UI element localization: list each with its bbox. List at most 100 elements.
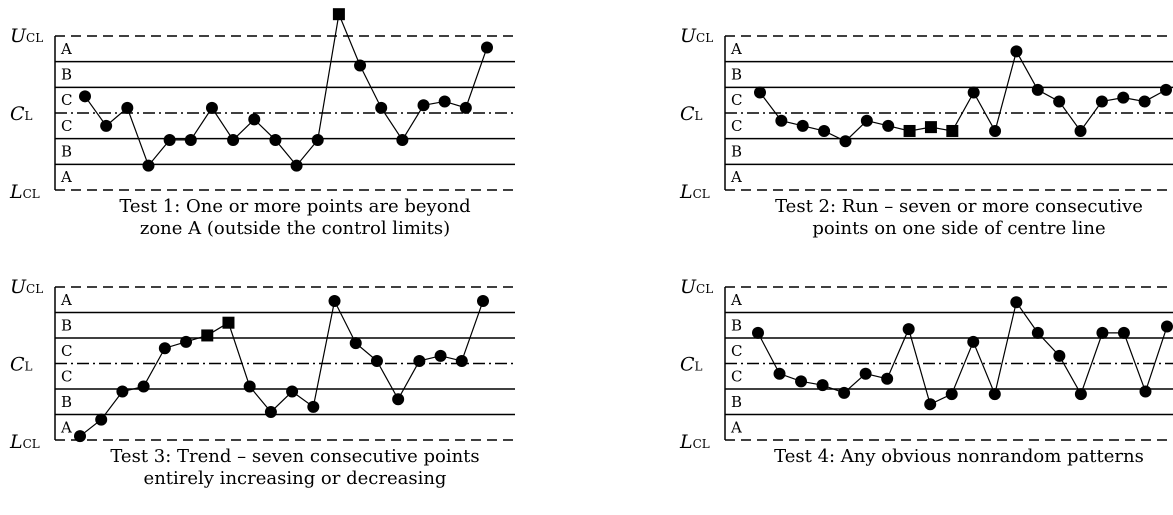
data-point [477, 295, 489, 308]
data-point [438, 95, 451, 108]
data-point [434, 349, 447, 362]
data-point [248, 113, 261, 126]
data-point [375, 101, 388, 114]
data-point [1161, 320, 1173, 333]
zone-label: A [60, 291, 72, 309]
data-point [243, 380, 256, 393]
data-point [1138, 95, 1151, 108]
data-point [988, 388, 1001, 401]
data-point [286, 385, 299, 398]
data-point [311, 133, 324, 146]
data-point [859, 367, 872, 380]
flagged-point [903, 124, 916, 137]
data-point [269, 133, 282, 146]
data-point [455, 354, 468, 367]
data-point [137, 380, 150, 393]
zone-label: A [60, 168, 72, 186]
data-point [1096, 326, 1109, 339]
data-point [264, 405, 277, 418]
data-point [881, 372, 894, 385]
data-point [121, 101, 134, 114]
data-point [290, 159, 303, 172]
zone-label: B [731, 143, 742, 161]
data-point [95, 413, 108, 426]
zone-label: A [730, 291, 742, 309]
zone-label: C [731, 117, 742, 135]
data-point [413, 354, 426, 367]
chart-caption: Test 1: One or more points are beyond [119, 196, 470, 217]
data-point [205, 101, 218, 114]
zone-label: B [61, 143, 72, 161]
zone-label: C [731, 367, 742, 385]
zone-label: C [61, 367, 72, 385]
data-point [392, 393, 405, 406]
data-point [1031, 326, 1044, 339]
zone-label: B [731, 316, 742, 334]
zone-label: C [61, 342, 72, 360]
flagged-point [924, 121, 937, 134]
ucl-label: UCL [680, 276, 713, 298]
zone-label: B [731, 66, 742, 84]
data-point [796, 119, 809, 132]
data-point [158, 342, 171, 355]
data-point [860, 114, 873, 127]
data-point [775, 114, 788, 127]
data-point [924, 398, 937, 411]
data-point [1010, 45, 1023, 58]
zone-label: A [730, 418, 742, 436]
data-point [1053, 95, 1066, 108]
data-point [989, 124, 1002, 137]
zone-label: C [731, 91, 742, 109]
data-point [163, 133, 176, 146]
cl-label: CL [680, 354, 703, 376]
data-point [184, 133, 197, 146]
series-line [84, 12, 488, 167]
zone-label: B [731, 393, 742, 411]
data-point [773, 367, 786, 380]
ucl-label: UCL [680, 25, 713, 47]
data-point [1117, 326, 1130, 339]
data-point [795, 375, 808, 388]
data-point [1139, 385, 1152, 398]
data-point [754, 86, 766, 99]
data-point [307, 400, 320, 413]
cl-label: CL [680, 103, 703, 125]
flagged-point [222, 316, 235, 329]
data-point [839, 135, 852, 148]
zone-label: C [61, 117, 72, 135]
lcl-label: LCL [9, 181, 40, 203]
data-point [354, 59, 367, 72]
zone-label: B [61, 316, 72, 334]
data-point [818, 124, 831, 137]
data-point [1031, 83, 1044, 96]
data-point [1053, 349, 1066, 362]
zone-label: B [61, 393, 72, 411]
zone-label: C [61, 91, 72, 109]
cl-label: CL [10, 354, 33, 376]
lcl-label: LCL [679, 431, 710, 453]
data-point [481, 41, 493, 54]
lcl-label: LCL [9, 431, 40, 453]
chart-caption: Test 4: Any obvious nonrandom patterns [774, 446, 1144, 467]
series-line [79, 299, 484, 437]
flagged-point [946, 124, 959, 137]
data-point [1095, 95, 1108, 108]
data-point [752, 326, 764, 339]
data-point [417, 99, 430, 112]
data-point [459, 101, 472, 114]
data-point [1160, 83, 1172, 96]
chart-caption: points on one side of centre line [812, 218, 1105, 239]
flagged-point [201, 329, 214, 342]
data-point [1010, 296, 1023, 309]
data-point [227, 133, 240, 146]
chart-caption: entirely increasing or decreasing [144, 468, 447, 489]
ucl-label: UCL [10, 276, 43, 298]
zone-label: A [730, 168, 742, 186]
data-point [1074, 124, 1087, 137]
data-point [967, 335, 980, 348]
data-point [79, 90, 91, 103]
